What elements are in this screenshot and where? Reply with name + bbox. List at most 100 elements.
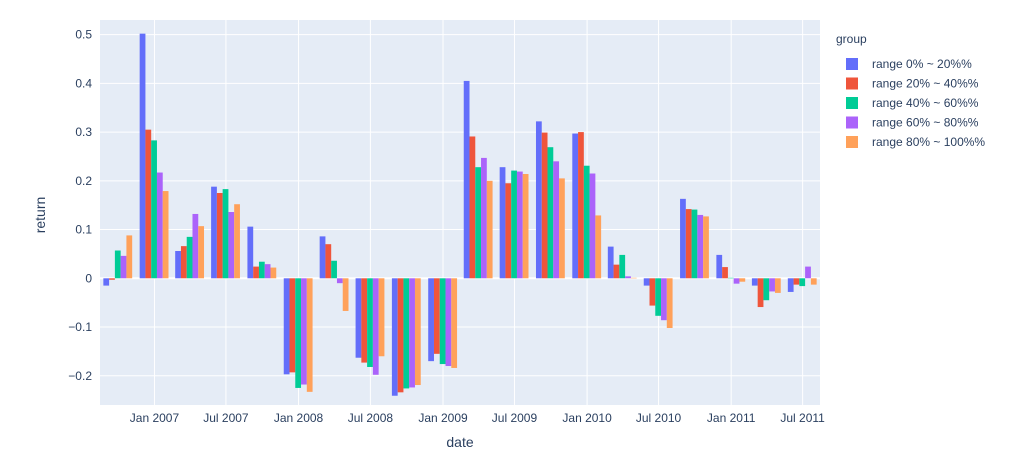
bar[interactable]: [757, 278, 764, 308]
bar[interactable]: [541, 132, 548, 279]
bar[interactable]: [120, 255, 127, 279]
bar[interactable]: [595, 215, 602, 279]
bar[interactable]: [403, 278, 410, 389]
bar[interactable]: [186, 236, 193, 279]
bar[interactable]: [301, 278, 307, 385]
bar[interactable]: [739, 278, 746, 282]
bar[interactable]: [685, 209, 692, 279]
bar[interactable]: [607, 246, 614, 279]
bar[interactable]: [433, 278, 440, 354]
bar[interactable]: [666, 278, 673, 328]
bar[interactable]: [733, 278, 740, 284]
bar[interactable]: [264, 264, 271, 279]
bar[interactable]: [583, 165, 590, 279]
bar[interactable]: [619, 254, 626, 279]
bar[interactable]: [156, 172, 163, 279]
bar[interactable]: [355, 278, 362, 358]
bar[interactable]: [180, 246, 187, 279]
legend-item-label[interactable]: range 60% ~ 80%%: [872, 116, 979, 130]
bar[interactable]: [769, 278, 775, 292]
bar[interactable]: [283, 278, 290, 375]
bar[interactable]: [325, 244, 332, 279]
bar[interactable]: [680, 198, 686, 279]
legend-swatch[interactable]: [846, 77, 858, 90]
bar[interactable]: [486, 180, 493, 279]
bar[interactable]: [439, 278, 446, 365]
bar[interactable]: [703, 216, 709, 279]
bar[interactable]: [162, 191, 169, 279]
bar[interactable]: [414, 278, 421, 386]
legend-swatch[interactable]: [846, 58, 858, 70]
bar[interactable]: [139, 33, 146, 279]
bar[interactable]: [805, 266, 811, 279]
bar[interactable]: [697, 214, 704, 279]
bar[interactable]: [661, 278, 667, 321]
bar[interactable]: [319, 236, 326, 279]
legend-swatch[interactable]: [846, 116, 858, 129]
bar[interactable]: [793, 278, 800, 285]
bar[interactable]: [378, 278, 385, 357]
bar[interactable]: [289, 278, 296, 373]
bar[interactable]: [175, 251, 181, 279]
bar[interactable]: [367, 278, 373, 367]
bar[interactable]: [306, 278, 313, 392]
bar[interactable]: [511, 170, 517, 279]
bar[interactable]: [547, 147, 554, 279]
legend-swatch[interactable]: [846, 97, 858, 109]
bar[interactable]: [691, 209, 698, 279]
bar[interactable]: [643, 278, 650, 286]
legend[interactable]: group range 0% ~ 20%% range 20% ~ 40%% ran…: [836, 32, 985, 149]
bar[interactable]: [516, 171, 523, 279]
bar[interactable]: [211, 186, 217, 279]
bar[interactable]: [722, 267, 728, 279]
bar[interactable]: [589, 173, 596, 279]
bar[interactable]: [572, 133, 579, 279]
bar[interactable]: [751, 278, 758, 286]
bar[interactable]: [522, 174, 529, 279]
bar[interactable]: [222, 189, 229, 279]
bar[interactable]: [247, 226, 254, 279]
bar[interactable]: [295, 278, 302, 388]
bar[interactable]: [774, 278, 781, 293]
bar[interactable]: [234, 204, 240, 279]
bar[interactable]: [553, 161, 560, 279]
bar[interactable]: [810, 278, 817, 285]
bar[interactable]: [649, 278, 656, 306]
bar[interactable]: [505, 183, 512, 279]
bar[interactable]: [481, 157, 487, 279]
bar[interactable]: [331, 260, 337, 279]
bar[interactable]: [198, 226, 205, 279]
bar[interactable]: [145, 129, 152, 279]
bar[interactable]: [463, 80, 470, 279]
legend-item-label[interactable]: range 0% ~ 20%%: [872, 57, 972, 71]
bar[interactable]: [151, 140, 157, 279]
bar[interactable]: [445, 278, 452, 367]
bar[interactable]: [342, 278, 349, 311]
bar[interactable]: [625, 276, 631, 279]
bar[interactable]: [336, 278, 343, 284]
bar[interactable]: [114, 250, 121, 279]
bar[interactable]: [397, 278, 404, 393]
bar[interactable]: [763, 278, 770, 301]
bar[interactable]: [727, 277, 734, 279]
bar[interactable]: [559, 178, 565, 279]
bar[interactable]: [428, 278, 434, 362]
bar[interactable]: [630, 277, 637, 279]
bar[interactable]: [228, 212, 235, 279]
bar[interactable]: [216, 193, 223, 279]
bar[interactable]: [655, 278, 662, 316]
bar[interactable]: [253, 266, 259, 279]
bar[interactable]: [192, 213, 199, 279]
bar[interactable]: [578, 132, 584, 279]
bar[interactable]: [475, 167, 482, 279]
bar[interactable]: [613, 264, 620, 279]
legend-swatch[interactable]: [846, 136, 858, 148]
bar[interactable]: [270, 267, 277, 279]
bar[interactable]: [103, 278, 110, 286]
bar[interactable]: [535, 121, 542, 279]
bar[interactable]: [451, 278, 458, 368]
bar[interactable]: [499, 167, 506, 279]
bar[interactable]: [391, 278, 398, 396]
bar[interactable]: [716, 254, 723, 279]
legend-item-label[interactable]: range 40% ~ 60%%: [872, 96, 979, 110]
